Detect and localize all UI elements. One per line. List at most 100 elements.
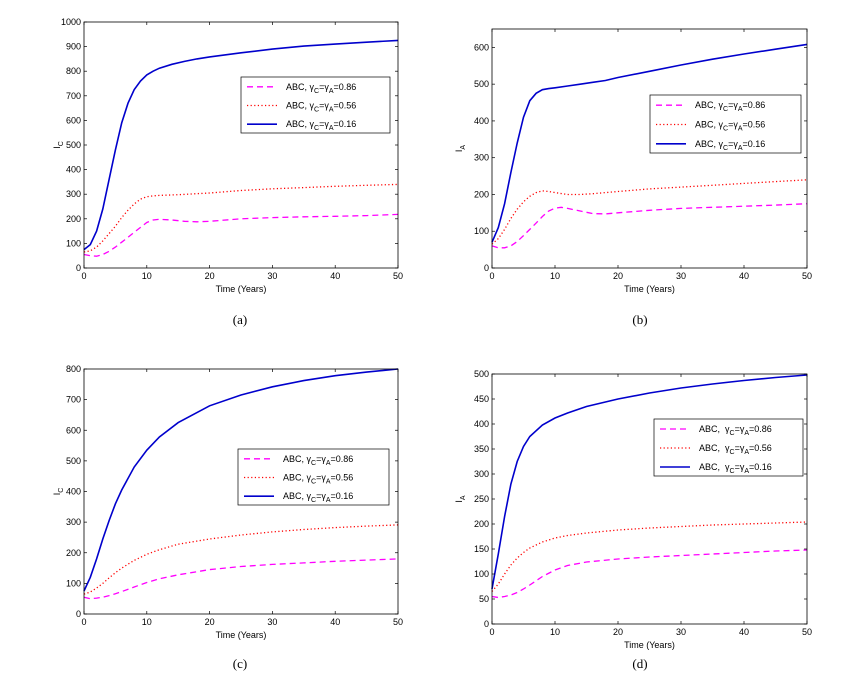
x-tick-label: 20 — [613, 271, 623, 281]
x-tick-label: 50 — [393, 617, 403, 627]
y-tick-label: 600 — [66, 115, 81, 125]
y-tick-label: 800 — [66, 364, 81, 374]
y-tick-label: 300 — [66, 189, 81, 199]
y-tick-label: 800 — [66, 66, 81, 76]
series-line-3 — [491, 43, 808, 243]
y-tick-label: 400 — [66, 165, 81, 175]
x-tick-label: 20 — [205, 271, 215, 281]
series-line-1 — [491, 549, 808, 599]
x-tick-label: 40 — [330, 617, 340, 627]
series-line-2 — [83, 183, 399, 253]
x-tick-label: 20 — [205, 617, 215, 627]
x-tick-label: 40 — [739, 627, 749, 637]
y-tick-label: 400 — [66, 487, 81, 497]
x-tick-label: 40 — [330, 271, 340, 281]
y-axis-label: IC — [52, 488, 65, 496]
y-tick-label: 50 — [479, 594, 489, 604]
panel-caption: (c) — [233, 656, 247, 671]
y-tick-label: 250 — [474, 494, 489, 504]
y-tick-label: 200 — [474, 189, 489, 199]
y-axis-label: IA — [454, 145, 467, 153]
y-tick-label: 900 — [66, 42, 81, 52]
y-tick-label: 300 — [474, 469, 489, 479]
series-line-2 — [491, 179, 808, 245]
x-tick-label: 20 — [613, 627, 623, 637]
legend-label: ABC, γC=γA=0.86 — [283, 454, 353, 467]
legend-label: ABC, γC=γA=0.16 — [286, 119, 356, 132]
legend-label: ABC, γC=γA=0.56 — [283, 473, 353, 486]
x-tick-label: 10 — [142, 617, 152, 627]
legend-label: ABC, γC=γA=0.56 — [699, 443, 772, 456]
y-tick-label: 600 — [66, 425, 81, 435]
series-line-3 — [83, 368, 399, 592]
y-tick-label: 200 — [474, 519, 489, 529]
series-line-2 — [83, 524, 399, 595]
panel-caption: (a) — [233, 312, 247, 327]
x-tick-label: 10 — [550, 627, 560, 637]
y-tick-label: 200 — [66, 214, 81, 224]
legend-label: ABC, γC=γA=0.56 — [695, 120, 765, 133]
y-tick-label: 150 — [474, 544, 489, 554]
y-tick-label: 700 — [66, 91, 81, 101]
y-tick-label: 100 — [474, 226, 489, 236]
y-tick-label: 100 — [66, 238, 81, 248]
y-tick-label: 500 — [66, 456, 81, 466]
plot-frame — [83, 21, 399, 269]
y-tick-label: 500 — [66, 140, 81, 150]
x-tick-label: 50 — [802, 627, 812, 637]
plot-frame — [491, 28, 808, 269]
y-tick-label: 100 — [66, 578, 81, 588]
x-tick-label: 40 — [739, 271, 749, 281]
y-tick-label: 300 — [474, 153, 489, 163]
y-tick-label: 400 — [474, 419, 489, 429]
x-axis-label: Time (Years) — [216, 284, 267, 294]
chart-panel-3: 0 10 20 30 40 500100200300400500600700800Time… — [52, 364, 403, 671]
x-tick-label: 0 — [81, 271, 86, 281]
y-tick-label: 300 — [66, 517, 81, 527]
x-tick-label: 30 — [267, 617, 277, 627]
x-tick-label: 0 — [81, 617, 86, 627]
x-tick-label: 30 — [676, 627, 686, 637]
y-tick-label: 0 — [76, 609, 81, 619]
legend-label: ABC, γC=γA=0.16 — [699, 462, 772, 475]
series-line-3 — [491, 374, 808, 590]
x-tick-label: 10 — [142, 271, 152, 281]
panel-caption: (d) — [632, 656, 647, 671]
series-line-1 — [83, 213, 399, 257]
y-axis-label: IC — [52, 141, 65, 149]
x-tick-label: 10 — [550, 271, 560, 281]
y-tick-label: 350 — [474, 444, 489, 454]
panel-caption: (b) — [632, 312, 647, 327]
y-tick-label: 200 — [66, 548, 81, 558]
y-tick-label: 500 — [474, 369, 489, 379]
x-tick-label: 0 — [489, 627, 494, 637]
x-tick-label: 30 — [267, 271, 277, 281]
x-tick-label: 50 — [802, 271, 812, 281]
series-line-3 — [83, 39, 399, 251]
series-line-1 — [491, 203, 808, 249]
y-tick-label: 0 — [484, 263, 489, 273]
chart-panel-4: 0 10 20 30 40 5005010015020025030035040045050… — [454, 369, 812, 671]
y-axis-label: IA — [454, 495, 467, 503]
y-tick-label: 0 — [76, 263, 81, 273]
x-tick-label: 50 — [393, 271, 403, 281]
legend-label: ABC, γC=γA=0.86 — [695, 100, 765, 113]
y-tick-label: 700 — [66, 395, 81, 405]
legend-label: ABC, γC=γA=0.16 — [695, 139, 765, 152]
x-tick-label: 30 — [676, 271, 686, 281]
legend-label: ABC, γC=γA=0.86 — [286, 82, 356, 95]
x-axis-label: Time (Years) — [216, 630, 267, 640]
legend-label: ABC, γC=γA=0.56 — [286, 101, 356, 114]
y-tick-label: 600 — [474, 42, 489, 52]
series-line-1 — [83, 558, 399, 600]
chart-panel-1: 0 10 20 30 40 5001002003004005006007008009001… — [52, 17, 403, 327]
y-tick-label: 400 — [474, 116, 489, 126]
x-tick-label: 0 — [489, 271, 494, 281]
series-line-2 — [491, 521, 808, 592]
y-tick-label: 0 — [484, 619, 489, 629]
x-axis-label: Time (Years) — [624, 640, 675, 650]
plot-frame — [491, 373, 808, 625]
legend-label: ABC, γC=γA=0.86 — [699, 424, 772, 437]
